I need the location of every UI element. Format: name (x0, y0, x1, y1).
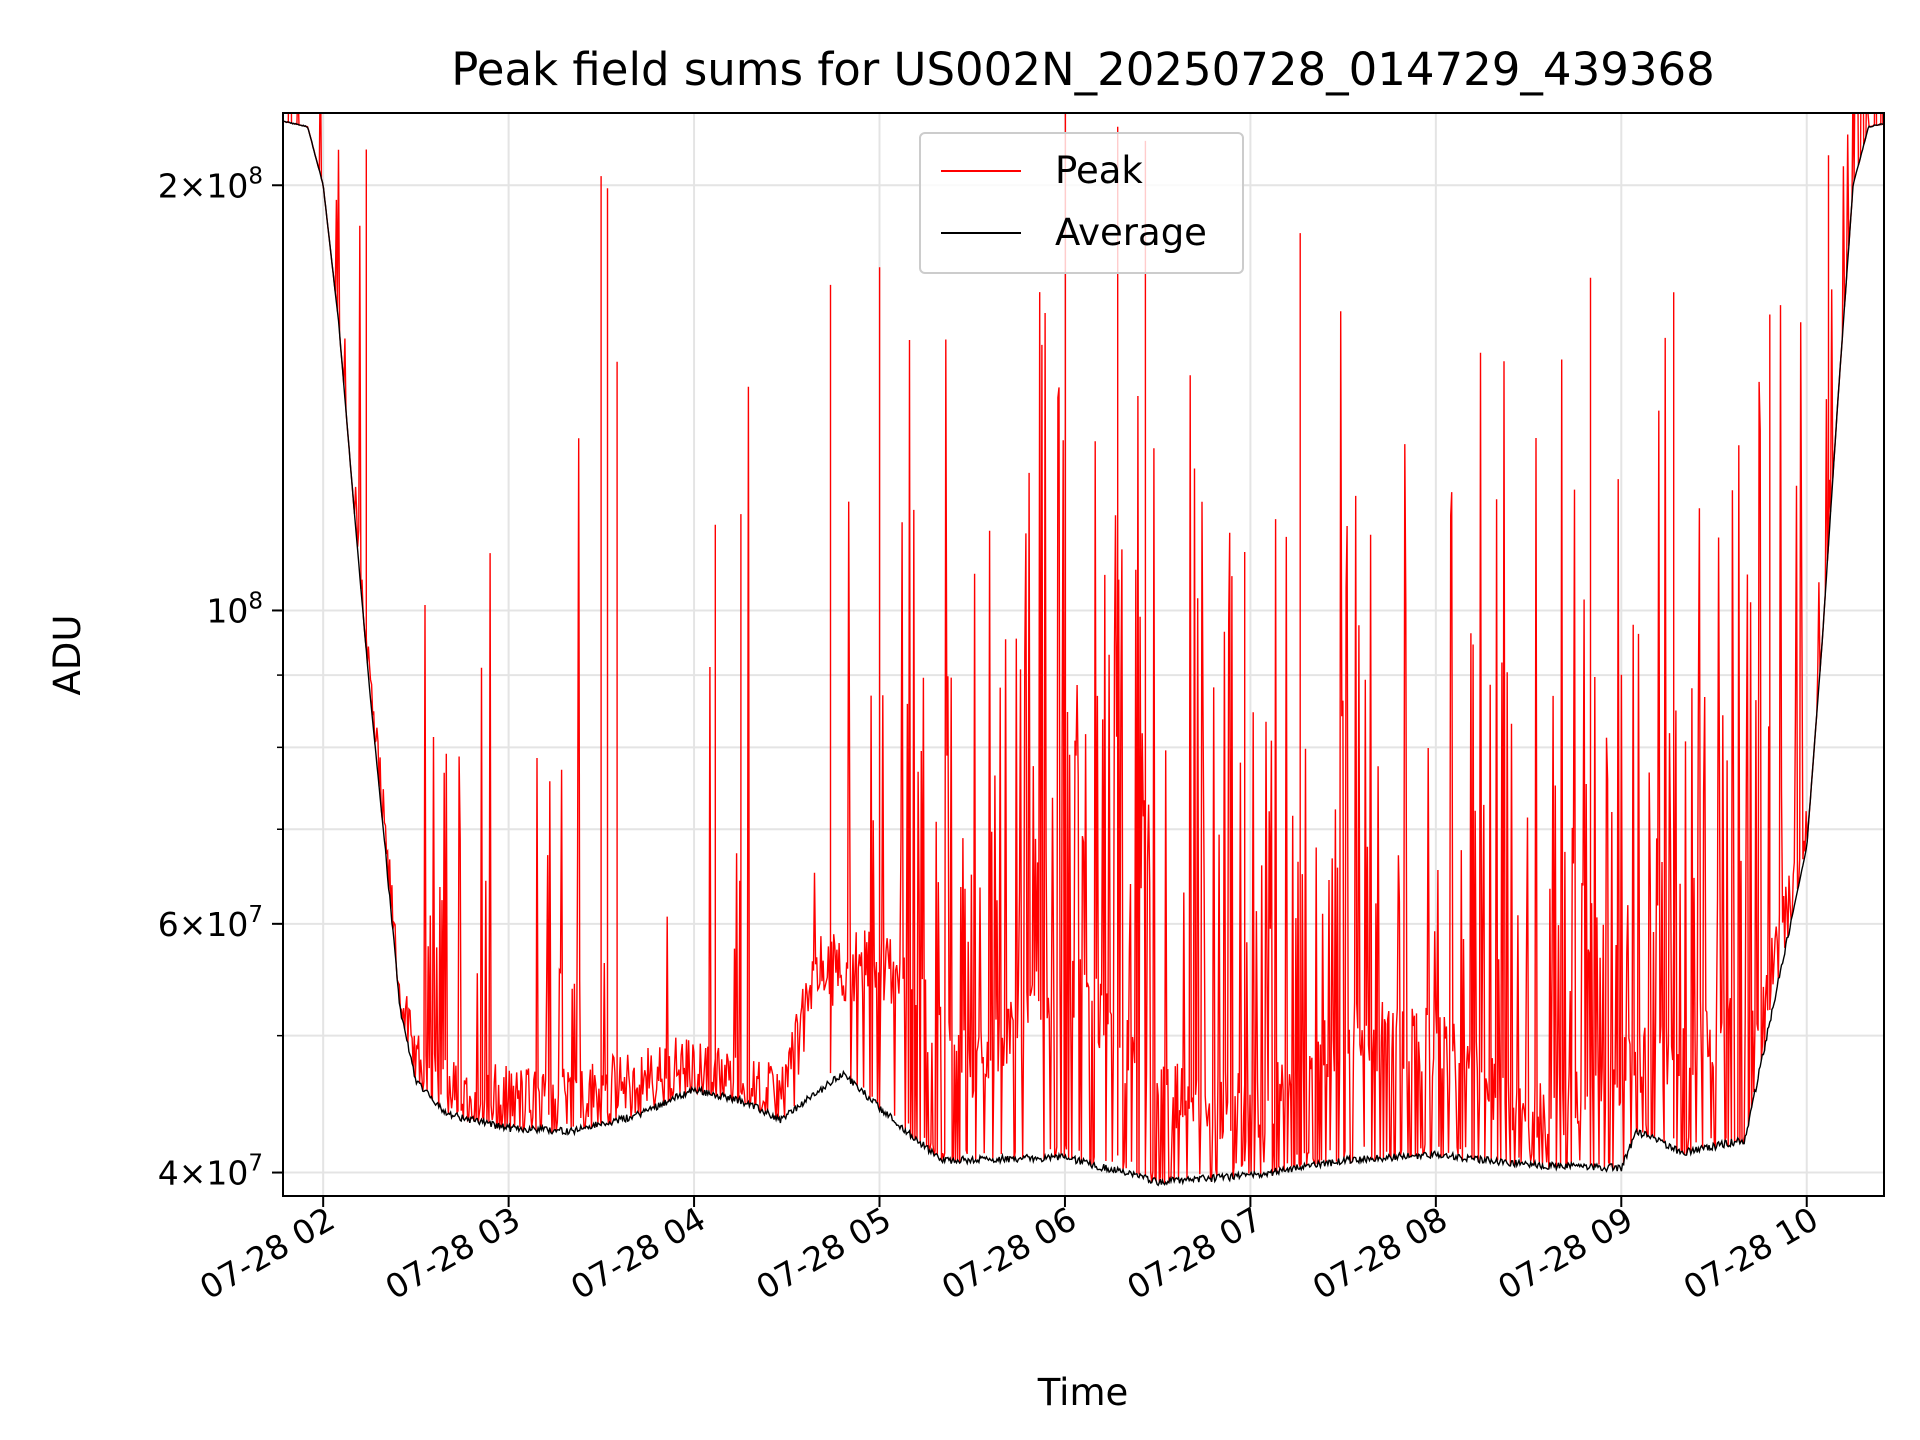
series-average-line (283, 120, 1884, 1187)
y-axis: 2×108 108 6×107 4×107 (158, 163, 283, 1193)
plot-frame (282, 112, 1885, 1197)
chart-title: Peak field sums for US002N_20250728_0147… (451, 43, 1714, 96)
y-tick-label: 108 (206, 588, 263, 630)
legend: Peak Average (919, 132, 1244, 274)
legend-peak-label: Peak (1055, 149, 1143, 192)
series-peak-line (283, 113, 1884, 1185)
y-tick-label: 6×107 (158, 902, 263, 944)
y-tick-label: 2×108 (158, 163, 263, 205)
y-axis-label: ADU (46, 615, 89, 696)
legend-box (919, 132, 1244, 274)
y-tick-label: 4×107 (158, 1151, 263, 1193)
x-axis-label: Time (1037, 1371, 1129, 1414)
legend-average-label: Average (1055, 211, 1207, 254)
